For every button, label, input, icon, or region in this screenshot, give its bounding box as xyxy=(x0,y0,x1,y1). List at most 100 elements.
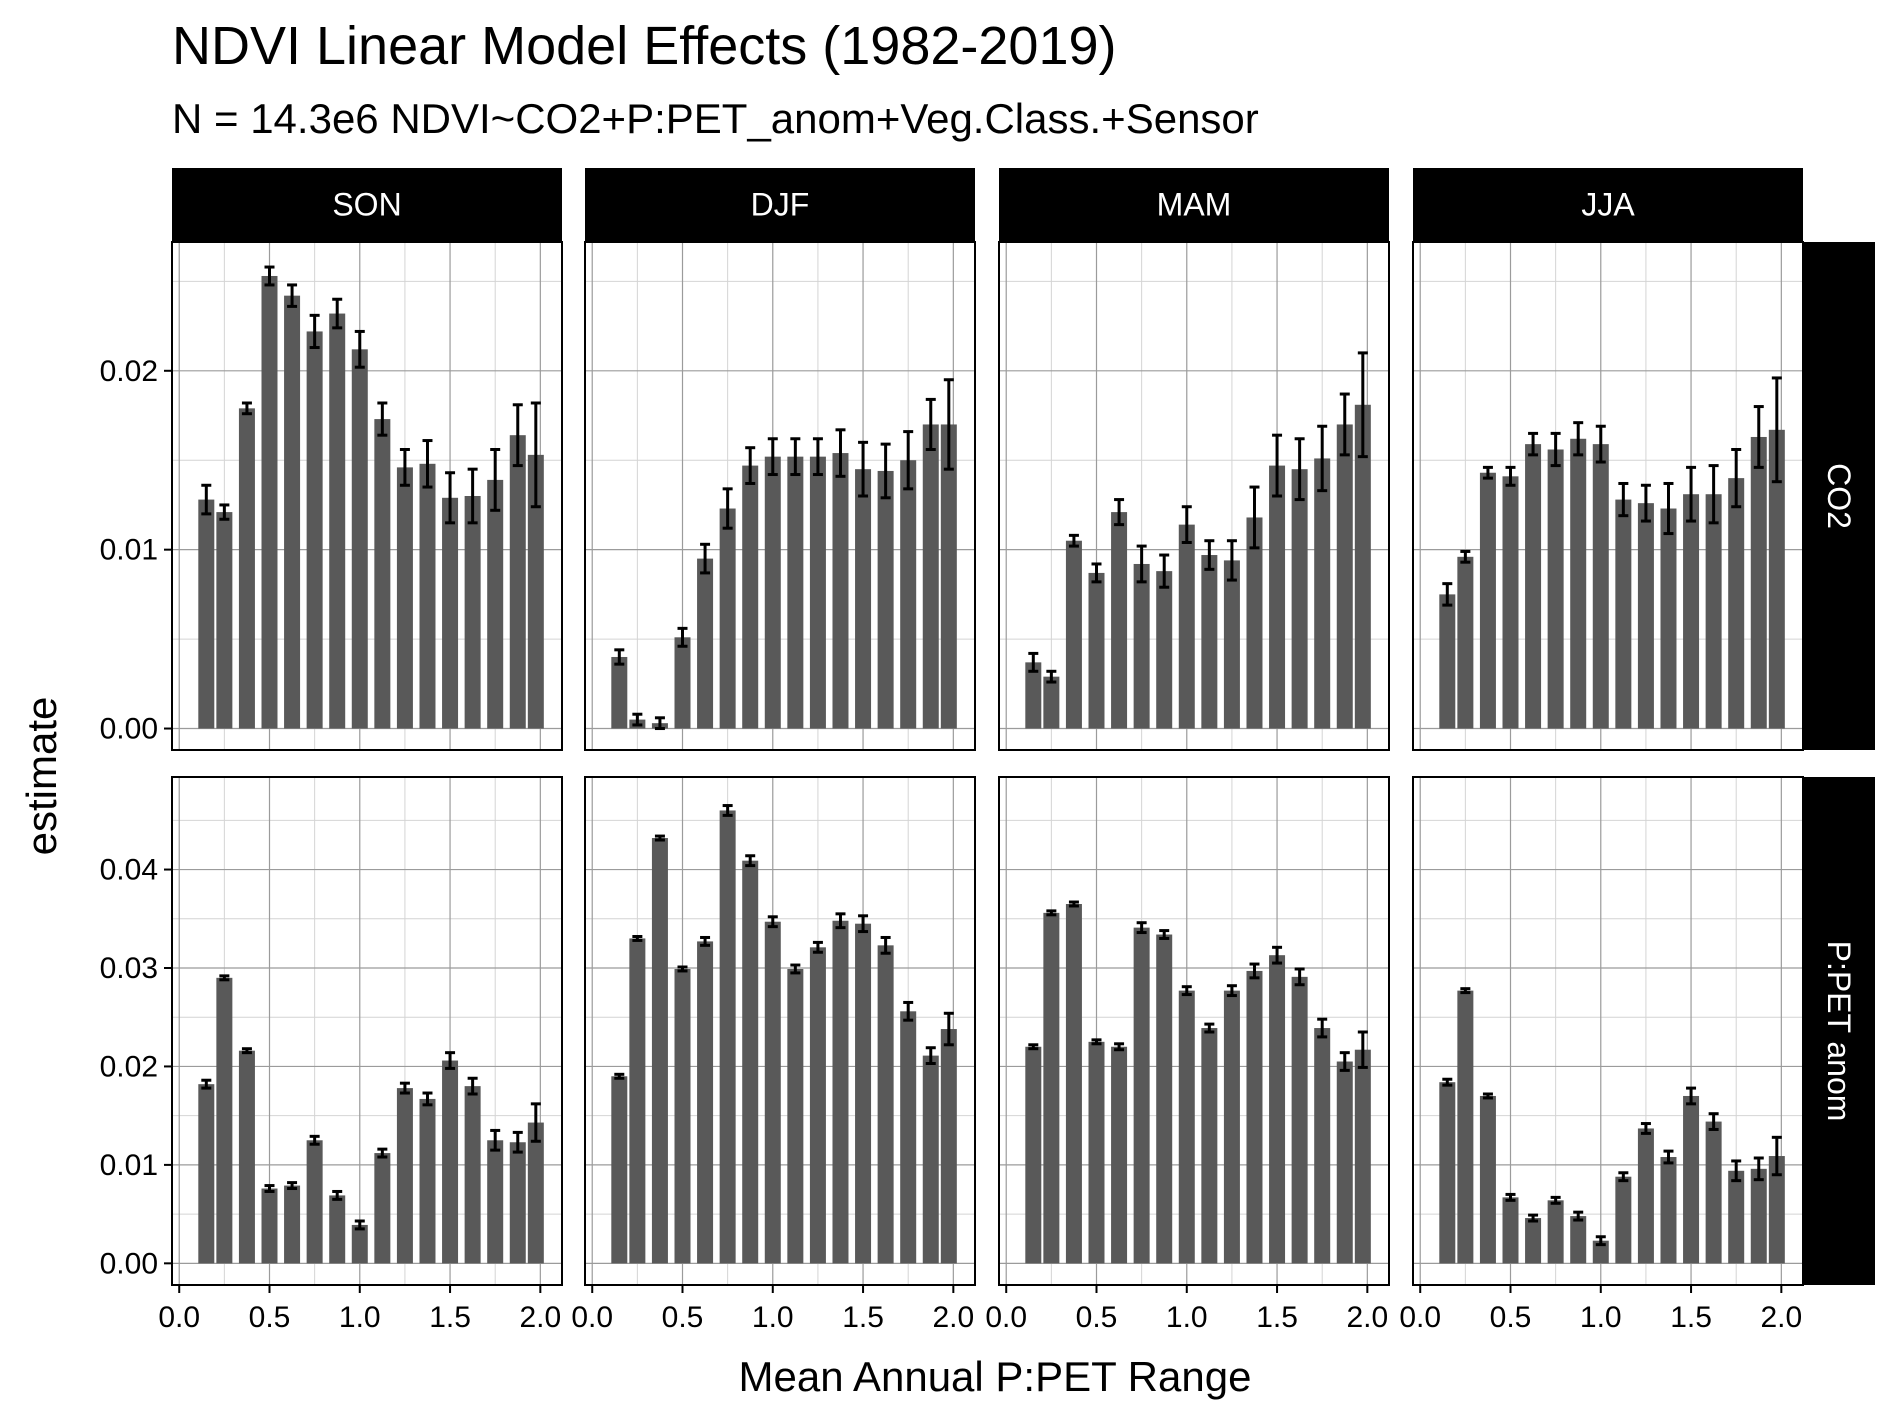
bar xyxy=(1314,458,1331,729)
bar xyxy=(1637,1128,1654,1264)
x-tick-label: 0.0 xyxy=(158,1301,200,1334)
bar xyxy=(651,838,668,1264)
bar xyxy=(922,424,939,729)
bar xyxy=(1354,404,1371,729)
x-tick-label: 1.5 xyxy=(429,1301,471,1334)
y-tick-label: 0.02 xyxy=(100,355,158,388)
x-tick-label: 2.0 xyxy=(519,1301,561,1334)
panel-border xyxy=(584,776,976,1286)
bar xyxy=(527,454,544,729)
bar xyxy=(351,349,368,729)
bar xyxy=(329,313,346,729)
bar xyxy=(877,945,894,1264)
bar xyxy=(374,419,391,729)
x-tick-label: 0.0 xyxy=(1399,1301,1441,1334)
bar xyxy=(1065,904,1082,1264)
bar xyxy=(1479,472,1496,729)
x-tick-label: 0.5 xyxy=(1076,1301,1118,1334)
bar xyxy=(1246,970,1263,1264)
bar xyxy=(1314,1028,1331,1264)
x-tick-label: 2.0 xyxy=(1346,1301,1388,1334)
bar xyxy=(787,456,804,729)
bar xyxy=(284,1185,301,1264)
panel-jja-p-pet-anom xyxy=(1412,776,1804,1286)
bar xyxy=(1223,560,1240,729)
bar xyxy=(509,1142,526,1264)
bar xyxy=(1570,1216,1587,1264)
panel-mam-p-pet-anom xyxy=(998,776,1390,1286)
chart-subtitle: N = 14.3e6 NDVI~CO2+P:PET_anom+Veg.Class… xyxy=(172,95,1259,142)
facet-strip-label: JJA xyxy=(1581,187,1635,223)
bar xyxy=(329,1195,346,1264)
facet-strip-jja xyxy=(1413,168,1803,241)
bar xyxy=(1336,1061,1353,1264)
facet-strip-djf xyxy=(585,168,975,241)
x-tick-label: 0.5 xyxy=(1490,1301,1532,1334)
bar xyxy=(1547,449,1564,729)
bar xyxy=(1457,556,1474,729)
bar xyxy=(900,460,917,729)
bar xyxy=(1088,572,1105,729)
row-strip-co2 xyxy=(1803,242,1875,750)
bar xyxy=(1705,494,1722,729)
bar xyxy=(674,968,691,1264)
bar xyxy=(487,479,504,729)
row-strip-label: CO2 xyxy=(1821,463,1857,529)
panel-djf-p-pet-anom xyxy=(584,776,976,1286)
bar xyxy=(1246,517,1263,729)
x-tick-label: 1.0 xyxy=(1166,1301,1208,1334)
panel-son-p-pet-anom xyxy=(171,776,563,1286)
panel-jja-co2 xyxy=(1412,241,1804,751)
bar xyxy=(442,497,459,729)
facet-strip-label: DJF xyxy=(751,187,810,223)
bar xyxy=(198,499,215,729)
panel-border xyxy=(1412,776,1804,1286)
bar xyxy=(697,941,714,1264)
bar xyxy=(1065,540,1082,729)
bar xyxy=(1750,1168,1767,1264)
bar xyxy=(1178,524,1195,729)
bar xyxy=(1111,512,1128,729)
x-tick-label: 2.0 xyxy=(932,1301,974,1334)
bar xyxy=(697,558,714,729)
y-tick-label: 0.01 xyxy=(100,534,158,567)
bar xyxy=(1570,438,1587,729)
panel-son-co2 xyxy=(171,241,563,751)
bar xyxy=(1683,1095,1700,1264)
bar xyxy=(1223,990,1240,1264)
x-tick-label: 0.5 xyxy=(662,1301,704,1334)
bar xyxy=(374,1153,391,1264)
bar xyxy=(1201,555,1218,729)
x-tick-label: 2.0 xyxy=(1760,1301,1802,1334)
bar xyxy=(1336,424,1353,729)
bar xyxy=(1683,494,1700,729)
bar xyxy=(1178,990,1195,1264)
bar xyxy=(509,435,526,729)
bar xyxy=(1637,503,1654,729)
panel-mam-co2 xyxy=(998,241,1390,751)
row-strip-label: P:PET anom xyxy=(1821,941,1857,1122)
y-tick-label: 0.00 xyxy=(100,1247,158,1280)
bar xyxy=(1525,1218,1542,1264)
y-tick-label: 0.01 xyxy=(100,1149,158,1182)
bar xyxy=(261,275,278,729)
bar xyxy=(940,424,957,729)
bar xyxy=(216,977,233,1264)
bar xyxy=(809,947,826,1264)
y-tick-label: 0.02 xyxy=(100,1050,158,1083)
bar xyxy=(742,860,759,1264)
bar xyxy=(611,1076,628,1264)
bar xyxy=(611,656,628,729)
x-tick-label: 1.0 xyxy=(339,1301,381,1334)
bar xyxy=(719,810,736,1264)
bar xyxy=(674,637,691,729)
bar xyxy=(787,968,804,1264)
bar xyxy=(1043,676,1060,729)
x-tick-label: 1.0 xyxy=(752,1301,794,1334)
x-tick-label: 0.0 xyxy=(985,1301,1027,1334)
bar xyxy=(1025,662,1042,729)
bar xyxy=(1502,1197,1519,1264)
bar xyxy=(1502,476,1519,729)
bar xyxy=(764,456,781,729)
panel-border xyxy=(998,776,1390,1286)
